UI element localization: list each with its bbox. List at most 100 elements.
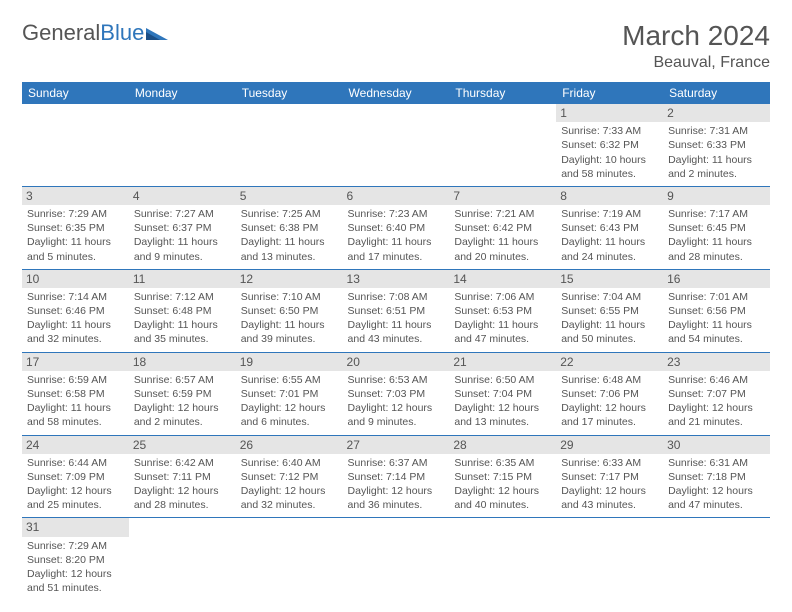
sunrise-text: Sunrise: 7:33 AM [561, 124, 658, 138]
daylight-text: Daylight: 11 hours and 58 minutes. [27, 401, 124, 429]
calendar-cell [129, 104, 236, 186]
calendar-cell: 4Sunrise: 7:27 AMSunset: 6:37 PMDaylight… [129, 186, 236, 269]
sunset-text: Sunset: 6:59 PM [134, 387, 231, 401]
calendar-cell: 7Sunrise: 7:21 AMSunset: 6:42 PMDaylight… [449, 186, 556, 269]
calendar-cell: 31Sunrise: 7:29 AMSunset: 8:20 PMDayligh… [22, 518, 129, 600]
calendar-cell: 17Sunrise: 6:59 AMSunset: 6:58 PMDayligh… [22, 352, 129, 435]
daylight-text: Daylight: 11 hours and 13 minutes. [241, 235, 338, 263]
sunrise-text: Sunrise: 7:17 AM [668, 207, 765, 221]
sunrise-text: Sunrise: 7:10 AM [241, 290, 338, 304]
daylight-text: Daylight: 11 hours and 43 minutes. [348, 318, 445, 346]
title-block: March 2024 Beauval, France [622, 20, 770, 72]
sunset-text: Sunset: 6:58 PM [27, 387, 124, 401]
daylight-text: Daylight: 12 hours and 40 minutes. [454, 484, 551, 512]
daylight-text: Daylight: 12 hours and 9 minutes. [348, 401, 445, 429]
calendar-cell: 10Sunrise: 7:14 AMSunset: 6:46 PMDayligh… [22, 269, 129, 352]
sunset-text: Sunset: 7:03 PM [348, 387, 445, 401]
day-number: 13 [343, 270, 450, 288]
sunset-text: Sunset: 6:50 PM [241, 304, 338, 318]
sunset-text: Sunset: 6:45 PM [668, 221, 765, 235]
daylight-text: Daylight: 10 hours and 58 minutes. [561, 153, 658, 181]
sunset-text: Sunset: 7:01 PM [241, 387, 338, 401]
flag-icon [146, 20, 168, 34]
sunrise-text: Sunrise: 7:04 AM [561, 290, 658, 304]
sunset-text: Sunset: 6:56 PM [668, 304, 765, 318]
daylight-text: Daylight: 11 hours and 20 minutes. [454, 235, 551, 263]
sunrise-text: Sunrise: 7:01 AM [668, 290, 765, 304]
day-number: 18 [129, 353, 236, 371]
sunrise-text: Sunrise: 6:55 AM [241, 373, 338, 387]
calendar-cell: 5Sunrise: 7:25 AMSunset: 6:38 PMDaylight… [236, 186, 343, 269]
day-number: 29 [556, 436, 663, 454]
calendar-cell: 26Sunrise: 6:40 AMSunset: 7:12 PMDayligh… [236, 435, 343, 518]
sunset-text: Sunset: 6:55 PM [561, 304, 658, 318]
sunrise-text: Sunrise: 6:37 AM [348, 456, 445, 470]
daylight-text: Daylight: 12 hours and 2 minutes. [134, 401, 231, 429]
calendar-cell: 16Sunrise: 7:01 AMSunset: 6:56 PMDayligh… [663, 269, 770, 352]
sunset-text: Sunset: 7:04 PM [454, 387, 551, 401]
day-header-row: SundayMondayTuesdayWednesdayThursdayFrid… [22, 82, 770, 104]
month-title: March 2024 [622, 20, 770, 52]
sunset-text: Sunset: 6:42 PM [454, 221, 551, 235]
sunset-text: Sunset: 7:12 PM [241, 470, 338, 484]
calendar-row: 31Sunrise: 7:29 AMSunset: 8:20 PMDayligh… [22, 518, 770, 600]
day-header: Wednesday [343, 82, 450, 104]
daylight-text: Daylight: 12 hours and 13 minutes. [454, 401, 551, 429]
brand-logo: GeneralBlue [22, 20, 168, 46]
sunrise-text: Sunrise: 6:53 AM [348, 373, 445, 387]
calendar-cell: 19Sunrise: 6:55 AMSunset: 7:01 PMDayligh… [236, 352, 343, 435]
calendar-cell: 29Sunrise: 6:33 AMSunset: 7:17 PMDayligh… [556, 435, 663, 518]
sunset-text: Sunset: 7:11 PM [134, 470, 231, 484]
sunset-text: Sunset: 6:40 PM [348, 221, 445, 235]
daylight-text: Daylight: 11 hours and 24 minutes. [561, 235, 658, 263]
day-number: 24 [22, 436, 129, 454]
day-header: Friday [556, 82, 663, 104]
sunrise-text: Sunrise: 7:06 AM [454, 290, 551, 304]
day-number: 9 [663, 187, 770, 205]
location: Beauval, France [622, 54, 770, 72]
calendar-row: 24Sunrise: 6:44 AMSunset: 7:09 PMDayligh… [22, 435, 770, 518]
sunrise-text: Sunrise: 6:33 AM [561, 456, 658, 470]
calendar-cell: 30Sunrise: 6:31 AMSunset: 7:18 PMDayligh… [663, 435, 770, 518]
daylight-text: Daylight: 12 hours and 47 minutes. [668, 484, 765, 512]
sunrise-text: Sunrise: 7:14 AM [27, 290, 124, 304]
calendar-table: SundayMondayTuesdayWednesdayThursdayFrid… [22, 82, 770, 600]
daylight-text: Daylight: 11 hours and 47 minutes. [454, 318, 551, 346]
day-number: 23 [663, 353, 770, 371]
day-number: 17 [22, 353, 129, 371]
calendar-cell: 20 Sunrise: 6:53 AMSunset: 7:03 PMDayligh… [343, 352, 450, 435]
sunset-text: Sunset: 7:15 PM [454, 470, 551, 484]
sunrise-text: Sunrise: 6:57 AM [134, 373, 231, 387]
sunset-text: Sunset: 6:48 PM [134, 304, 231, 318]
daylight-text: Daylight: 11 hours and 5 minutes. [27, 235, 124, 263]
day-number: 28 [449, 436, 556, 454]
sunrise-text: Sunrise: 7:19 AM [561, 207, 658, 221]
day-number: 25 [129, 436, 236, 454]
calendar-row: 1Sunrise: 7:33 AMSunset: 6:32 PMDaylight… [22, 104, 770, 186]
day-number: 11 [129, 270, 236, 288]
day-number: 12 [236, 270, 343, 288]
calendar-cell: 28Sunrise: 6:35 AMSunset: 7:15 PMDayligh… [449, 435, 556, 518]
calendar-cell: 21Sunrise: 6:50 AMSunset: 7:04 PMDayligh… [449, 352, 556, 435]
day-number: 21 [449, 353, 556, 371]
sunset-text: Sunset: 7:17 PM [561, 470, 658, 484]
sunset-text: Sunset: 7:18 PM [668, 470, 765, 484]
daylight-text: Daylight: 11 hours and 9 minutes. [134, 235, 231, 263]
day-number: 19 [236, 353, 343, 371]
sunrise-text: Sunrise: 6:48 AM [561, 373, 658, 387]
sunset-text: Sunset: 6:37 PM [134, 221, 231, 235]
calendar-cell: 11Sunrise: 7:12 AMSunset: 6:48 PMDayligh… [129, 269, 236, 352]
daylight-text: Daylight: 12 hours and 25 minutes. [27, 484, 124, 512]
day-number: 2 [663, 104, 770, 122]
day-number: 3 [22, 187, 129, 205]
calendar-cell [236, 104, 343, 186]
calendar-cell [449, 104, 556, 186]
daylight-text: Daylight: 12 hours and 21 minutes. [668, 401, 765, 429]
sunrise-text: Sunrise: 6:31 AM [668, 456, 765, 470]
day-header: Saturday [663, 82, 770, 104]
calendar-cell: 22Sunrise: 6:48 AMSunset: 7:06 PMDayligh… [556, 352, 663, 435]
sunrise-text: Sunrise: 7:21 AM [454, 207, 551, 221]
day-header: Tuesday [236, 82, 343, 104]
sunset-text: Sunset: 6:38 PM [241, 221, 338, 235]
day-number: 20 [343, 353, 450, 371]
